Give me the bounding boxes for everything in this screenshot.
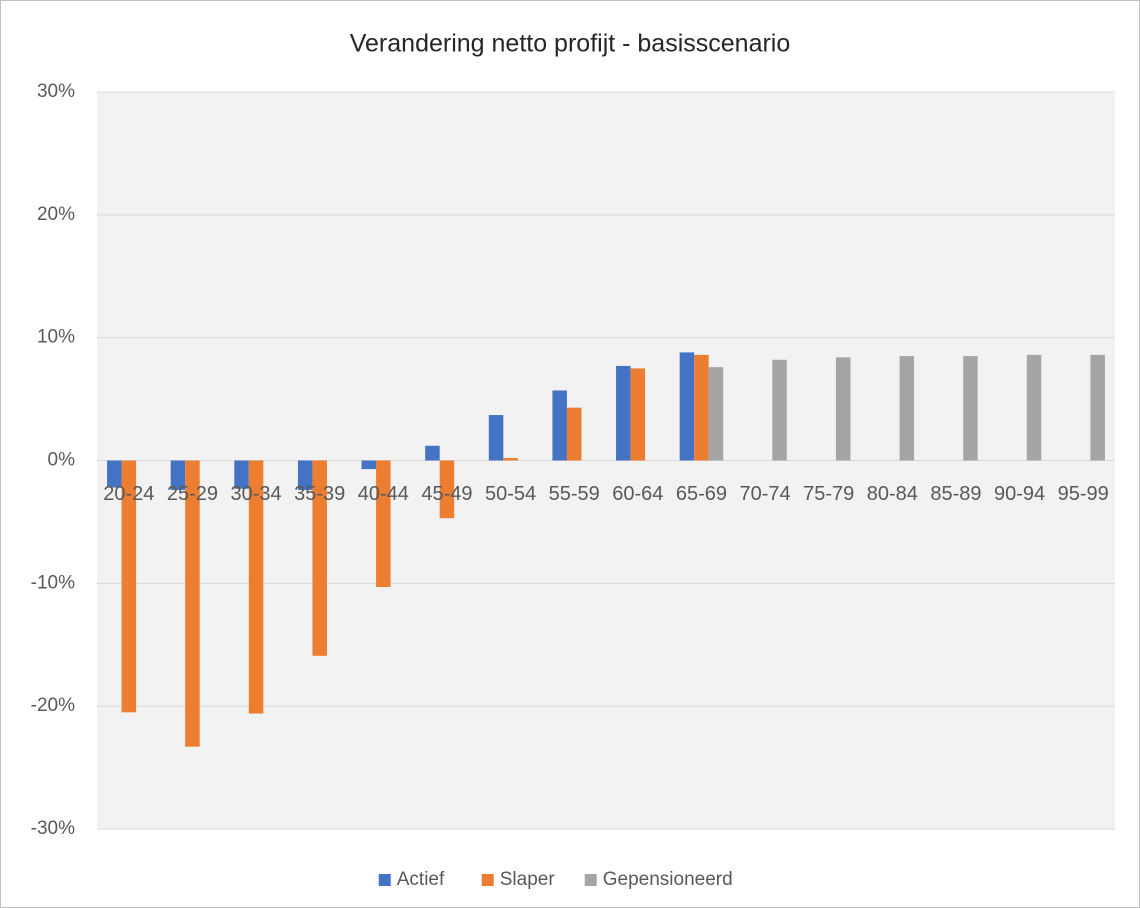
chart-title: Verandering netto profijt - basisscenari… xyxy=(350,30,791,58)
x-tick-label: 55-59 xyxy=(549,483,600,505)
bar xyxy=(552,390,567,461)
x-tick-label: 60-64 xyxy=(612,483,663,505)
bar xyxy=(376,460,391,588)
bar xyxy=(121,460,137,713)
bar xyxy=(234,460,249,489)
bar xyxy=(297,460,313,490)
legend-swatch xyxy=(584,874,597,886)
bar xyxy=(835,357,851,461)
bar xyxy=(107,460,122,488)
bar xyxy=(616,365,631,461)
x-tick-label: 25-29 xyxy=(167,483,218,505)
x-tick-label: 65-69 xyxy=(676,483,727,505)
bar xyxy=(361,460,377,470)
bar xyxy=(425,445,440,461)
x-tick-label: 50-54 xyxy=(485,483,536,505)
bar xyxy=(694,354,709,461)
y-tick-label: -10% xyxy=(31,572,75,593)
bar xyxy=(630,368,646,461)
bar xyxy=(708,367,724,461)
bar xyxy=(248,460,264,714)
bar xyxy=(488,415,504,461)
legend-label: Slaper xyxy=(500,869,556,890)
bar xyxy=(503,458,518,461)
bar xyxy=(439,460,455,519)
y-tick-label: 0% xyxy=(48,450,76,471)
bar xyxy=(899,356,915,461)
bar xyxy=(170,460,186,490)
bar xyxy=(1026,354,1042,461)
x-tick-label: 20-24 xyxy=(103,483,154,505)
bar xyxy=(772,359,787,461)
x-tick-label: 45-49 xyxy=(421,483,472,505)
bar xyxy=(185,460,200,747)
x-tick-label: 90-94 xyxy=(994,483,1045,505)
bar xyxy=(566,407,582,461)
y-tick-label: -20% xyxy=(31,695,75,716)
bar xyxy=(963,356,978,461)
y-tick-label: -30% xyxy=(31,818,75,839)
x-tick-label: 85-89 xyxy=(930,483,981,505)
x-tick-label: 70-74 xyxy=(739,483,790,505)
x-tick-label: 75-79 xyxy=(803,483,854,505)
legend-swatch xyxy=(378,874,391,886)
legend-label: Actief xyxy=(397,869,445,890)
x-tick-label: 95-99 xyxy=(1058,483,1109,505)
y-tick-label: 20% xyxy=(37,204,75,225)
bar xyxy=(1090,354,1105,461)
legend-label: Gepensioneerd xyxy=(603,869,733,890)
legend-swatch xyxy=(481,874,494,886)
x-tick-label: 80-84 xyxy=(867,483,918,505)
bar xyxy=(679,352,695,461)
x-tick-label: 30-34 xyxy=(230,483,281,505)
bar xyxy=(312,460,327,656)
x-tick-label: 35-39 xyxy=(294,483,345,505)
x-tick-label: 40-44 xyxy=(358,483,409,505)
y-tick-label: 30% xyxy=(37,81,75,102)
y-tick-label: 10% xyxy=(37,327,75,348)
